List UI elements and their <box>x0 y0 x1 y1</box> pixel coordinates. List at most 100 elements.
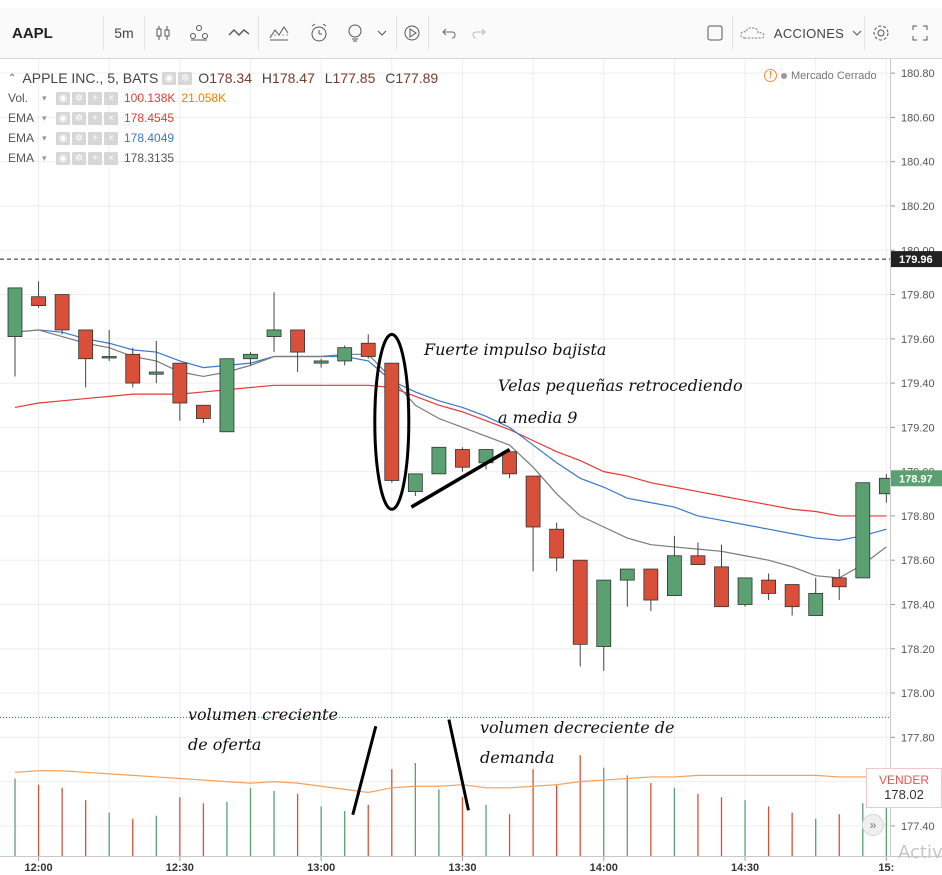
candle[interactable] <box>266 292 282 353</box>
undo-button[interactable] <box>434 16 464 50</box>
actions-button[interactable]: ACCIONES <box>736 16 865 50</box>
candle[interactable] <box>714 544 729 608</box>
chevron-down-icon[interactable]: ▾ <box>42 92 47 103</box>
indicator-name[interactable]: EMA <box>8 131 35 145</box>
candle[interactable] <box>455 447 470 472</box>
candle-body <box>195 404 211 419</box>
settings-button[interactable] <box>866 16 896 50</box>
candle[interactable] <box>667 535 682 597</box>
eye-icon[interactable]: ◉ <box>162 71 177 85</box>
candle[interactable] <box>243 352 258 366</box>
candle[interactable] <box>172 362 188 421</box>
candle[interactable] <box>101 329 117 361</box>
chevron-down-icon[interactable]: ▾ <box>42 132 47 143</box>
price-tick-label: 180.40 <box>901 157 935 169</box>
replay-button[interactable] <box>396 16 429 50</box>
candle[interactable] <box>784 584 800 616</box>
candle[interactable] <box>549 522 565 572</box>
candle[interactable] <box>31 281 46 308</box>
candle[interactable] <box>737 577 753 607</box>
close-icon[interactable]: × <box>104 111 118 125</box>
candle[interactable] <box>337 345 353 366</box>
candle[interactable] <box>219 358 235 433</box>
candle[interactable] <box>148 341 164 384</box>
candle[interactable] <box>290 329 306 373</box>
candle[interactable] <box>54 294 70 335</box>
time-tick-label: 12:30 <box>166 862 194 874</box>
bar-style-button[interactable] <box>146 16 180 50</box>
plus-icon[interactable]: + <box>88 91 102 105</box>
chevron-down-icon[interactable]: ▾ <box>42 152 47 163</box>
close-icon[interactable]: × <box>104 151 118 165</box>
indicators-button[interactable] <box>220 16 259 50</box>
candle[interactable] <box>831 569 847 601</box>
indicator-name[interactable]: EMA <box>8 151 35 165</box>
candle[interactable] <box>619 568 635 607</box>
gear-icon[interactable]: ✲ <box>72 151 86 165</box>
templates-button[interactable] <box>262 16 296 50</box>
candle[interactable] <box>313 358 329 368</box>
plus-icon[interactable]: + <box>88 131 102 145</box>
candle[interactable] <box>360 334 376 359</box>
candle[interactable] <box>195 404 211 423</box>
time-tick-label: 13:00 <box>307 862 335 874</box>
gear-icon[interactable]: ✲ <box>72 131 86 145</box>
price-axis[interactable]: 180.80180.60180.40180.20180.00179.80179.… <box>890 59 942 856</box>
candle[interactable] <box>78 329 94 388</box>
chevron-down-icon[interactable]: ▾ <box>42 112 47 123</box>
price-chart[interactable] <box>0 59 890 856</box>
candle[interactable] <box>761 573 776 601</box>
candle[interactable] <box>525 475 541 572</box>
candle-body <box>619 568 635 581</box>
candle[interactable] <box>407 473 423 496</box>
candle[interactable] <box>502 451 517 479</box>
candle[interactable] <box>125 347 141 388</box>
candle[interactable] <box>572 559 588 667</box>
close-icon[interactable]: × <box>104 131 118 145</box>
scroll-to-realtime-button[interactable]: » <box>862 814 884 836</box>
time-axis[interactable]: 12:00 12:30 13:00 13:30 14:00 14:30 15: <box>0 856 942 875</box>
eye-icon[interactable]: ◉ <box>56 131 70 145</box>
gear-icon[interactable]: ✲ <box>72 111 86 125</box>
fullscreen-button[interactable] <box>904 16 936 50</box>
ideas-dropdown[interactable] <box>368 16 397 50</box>
candle[interactable] <box>855 482 871 579</box>
candle[interactable] <box>7 287 23 377</box>
indicators-icon <box>228 29 250 36</box>
eye-icon[interactable]: ◉ <box>56 91 70 105</box>
candle[interactable] <box>690 542 706 566</box>
candle-body <box>313 360 329 364</box>
market-status[interactable]: ! Mercado Cerrado <box>764 69 877 82</box>
annotation-volume-down-line2: demanda <box>480 748 555 767</box>
close-icon[interactable]: × <box>104 91 118 105</box>
plus-icon[interactable]: + <box>88 151 102 165</box>
indicator-controls: ◉ ✲ + × <box>56 111 118 125</box>
candle[interactable] <box>878 473 890 503</box>
ideas-button[interactable] <box>342 16 368 50</box>
symbol-search-button[interactable]: AAPL <box>0 16 104 50</box>
candle[interactable] <box>596 579 612 671</box>
eye-icon[interactable]: ◉ <box>56 111 70 125</box>
series-controls: ◉ ✲ <box>162 71 193 85</box>
interval-button[interactable]: 5m <box>104 16 145 50</box>
eye-icon[interactable]: ◉ <box>56 151 70 165</box>
candle[interactable] <box>431 446 447 475</box>
fullscreen-select-button[interactable] <box>698 16 733 50</box>
compare-button[interactable] <box>182 16 216 50</box>
gear-icon[interactable]: ✲ <box>178 71 193 85</box>
plus-icon[interactable]: + <box>88 111 102 125</box>
candle[interactable] <box>384 362 400 483</box>
collapse-arrow-icon[interactable]: ⌃ <box>8 72 17 84</box>
alert-button[interactable] <box>302 16 336 50</box>
sell-button[interactable]: VENDER 178.02 <box>866 768 942 808</box>
chevron-down-icon <box>377 30 387 36</box>
indicator-name[interactable]: Vol. <box>8 91 29 105</box>
price-tick-label: 178.00 <box>901 688 935 700</box>
annotation-volume-up-line2: de oferta <box>188 735 262 754</box>
indicator-name[interactable]: EMA <box>8 111 35 125</box>
candle[interactable] <box>808 577 824 616</box>
redo-button[interactable] <box>464 16 494 50</box>
candle[interactable] <box>643 568 659 612</box>
gear-icon[interactable]: ✲ <box>72 91 86 105</box>
price-tick-label: 180.80 <box>901 68 935 80</box>
